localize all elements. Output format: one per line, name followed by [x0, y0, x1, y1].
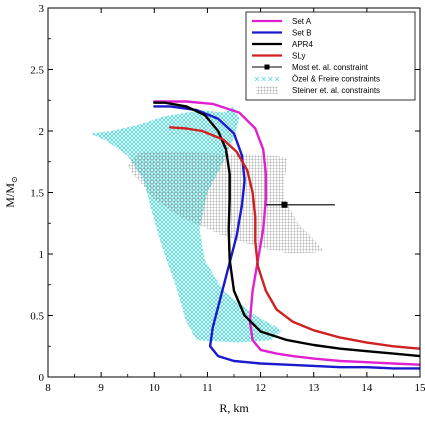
y-tick-label: 1 — [39, 249, 45, 261]
x-axis-ticks: 8 9 10 11 12 13 14 15 — [45, 8, 425, 394]
x-tick-label: 10 — [149, 382, 161, 394]
x-tick-label: 8 — [45, 382, 51, 394]
series-line-set-a — [153, 100, 420, 366]
series-line-apr4 — [153, 101, 420, 358]
most-constraint-marker — [281, 201, 288, 208]
x-tick-label: 11 — [202, 382, 213, 394]
series-lines — [153, 100, 420, 370]
legend-swatch-cross-marks: ×××× — [254, 75, 281, 84]
x-tick-label: 15 — [415, 382, 425, 394]
legend-label: Most et. al. constraint — [292, 63, 369, 72]
y-tick-label: 2 — [39, 126, 45, 138]
legend-label: APR4 — [292, 40, 313, 49]
legend-label: Set B — [292, 29, 312, 38]
y-axis-label: M/M — [3, 183, 17, 208]
x-tick-label: 14 — [361, 382, 373, 394]
series-line-set-b — [153, 105, 420, 370]
x-tick-label: 12 — [255, 382, 266, 394]
x-axis-label: R, km — [219, 401, 249, 415]
legend-label: Set A — [292, 17, 312, 26]
y-tick-label: 3 — [39, 3, 45, 15]
svg-text:M/M⊙: M/M⊙ — [3, 176, 19, 207]
y-axis-label-group: M/M⊙ — [3, 176, 19, 207]
y-tick-label: 1.5 — [30, 188, 44, 200]
legend: Set A Set B APR4 SLy Most et. al. constraint… — [245, 11, 416, 101]
y-axis-label-sun-symbol: ⊙ — [10, 176, 19, 183]
y-tick-label: 0 — [39, 372, 45, 384]
legend-swatch — [256, 86, 278, 94]
constraint-regions — [90, 106, 325, 343]
x-tick-label: 9 — [98, 382, 104, 394]
steiner-region — [127, 151, 325, 254]
most-constraint-point — [265, 201, 335, 208]
legend-label: Steiner et. al. constraints — [292, 86, 380, 95]
series-line-sly — [168, 126, 420, 350]
x-tick-label: 13 — [308, 382, 320, 394]
legend-label: Özel & Freire constraints — [292, 75, 380, 84]
y-tick-label: 0.5 — [30, 311, 44, 323]
legend-label: SLy — [292, 52, 306, 61]
y-axis-ticks: 0 0.5 1 1.5 2 2.5 3 — [30, 3, 420, 384]
y-tick-label: 2.5 — [30, 65, 44, 77]
legend-marker — [264, 64, 270, 70]
